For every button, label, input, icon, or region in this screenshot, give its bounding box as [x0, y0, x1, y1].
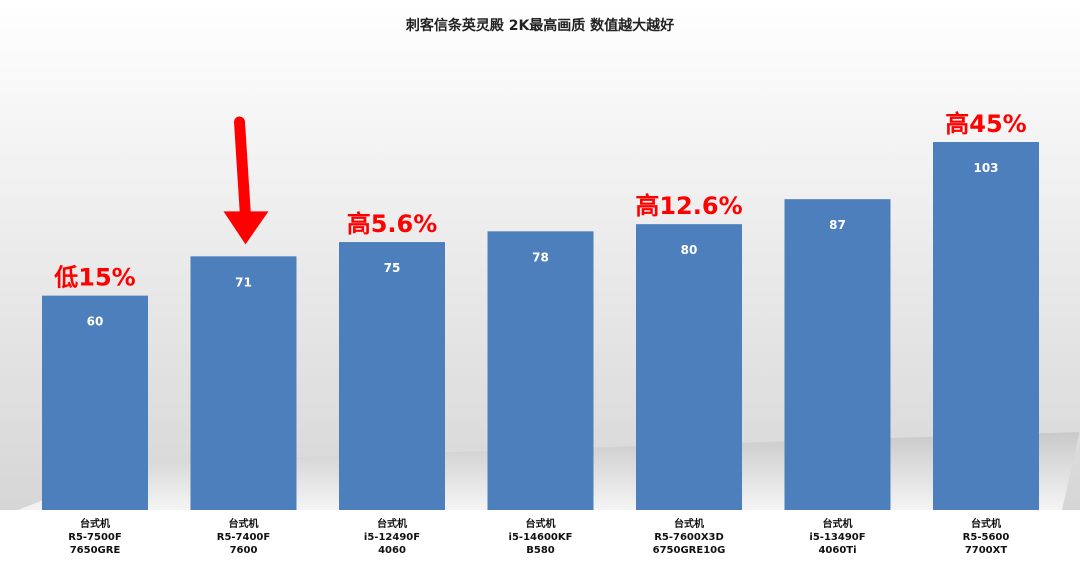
bar-value-label: 75 — [384, 261, 401, 275]
bar — [636, 224, 742, 511]
x-tick-label: 4060 — [378, 545, 406, 556]
x-tick-label: i5-13490F — [809, 532, 865, 543]
x-tick-label: 7650GRE — [70, 545, 121, 556]
x-tick-label: 台式机 — [971, 517, 1001, 530]
bar-value-label: 80 — [681, 243, 698, 257]
bar — [190, 256, 297, 510]
percent-annotation: 高45% — [945, 110, 1026, 138]
x-tick-label: 4060Ti — [818, 545, 856, 556]
bar-value-label: 71 — [235, 275, 252, 289]
category-labels-layer: 台式机 R5-7500F 7650GRE 台式机 R5-7400F 7600 台式机 i5-1… — [68, 517, 1009, 556]
x-tick-label: 台式机 — [229, 517, 259, 530]
down-arrow-icon — [223, 116, 269, 245]
x-tick-label: 台式机 — [377, 517, 407, 530]
annotations-layer: 低15% 高5.6% 高12.6% 高45% — [53, 110, 1026, 292]
x-tick-label: B580 — [526, 545, 555, 556]
bar — [933, 142, 1039, 510]
x-tick-label: R5-7600X3D — [654, 532, 724, 543]
x-tick-label: 7700XT — [965, 545, 1008, 556]
arrow-head — [223, 211, 269, 245]
bar — [784, 199, 891, 511]
bar-value-label: 103 — [973, 161, 998, 175]
percent-annotation: 高5.6% — [347, 210, 438, 238]
bar-value-label: 60 — [87, 315, 104, 329]
bars-layer: 60 71 75 78 80 87 103 — [42, 142, 1039, 511]
x-tick-label: 台式机 — [823, 517, 853, 530]
x-tick-label: R5-5600 — [963, 532, 1010, 543]
x-tick-label: 台式机 — [674, 517, 704, 530]
x-tick-label: i5-14600KF — [509, 532, 573, 543]
bar — [487, 231, 594, 511]
chart-title: 刺客信条英灵殿 2K最高画质 数值越大越好 — [406, 17, 674, 34]
x-tick-label: R5-7400F — [217, 532, 270, 543]
bar-value-label: 78 — [532, 250, 549, 264]
bar-value-label: 87 — [829, 218, 846, 232]
x-tick-label: 7600 — [230, 545, 258, 556]
x-tick-label: i5-12490F — [364, 532, 420, 543]
x-tick-label: 台式机 — [80, 517, 110, 530]
arrow-shaft — [234, 116, 251, 222]
bar — [339, 242, 445, 511]
percent-annotation: 低15% — [53, 264, 135, 292]
bar — [42, 295, 148, 510]
x-tick-label: R5-7500F — [68, 532, 121, 543]
percent-annotation: 高12.6% — [635, 192, 742, 220]
x-tick-label: 台式机 — [526, 517, 556, 530]
x-tick-label: 6750GRE10G — [653, 545, 726, 556]
